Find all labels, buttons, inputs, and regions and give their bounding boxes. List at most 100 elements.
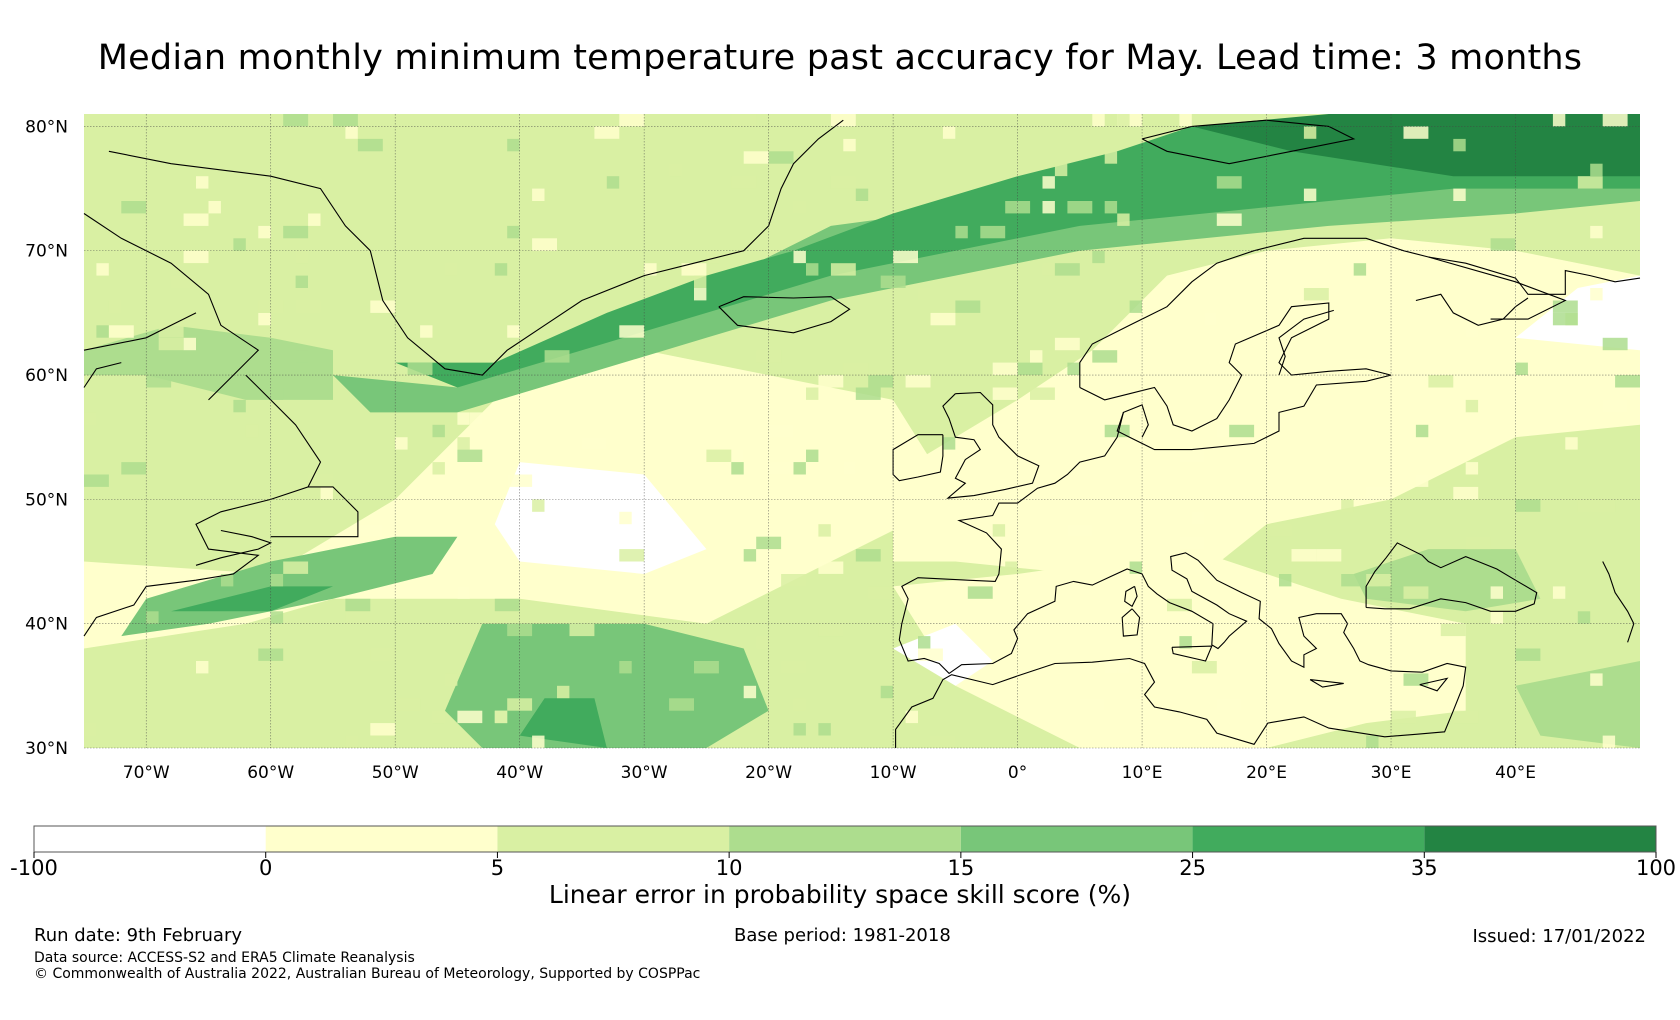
grid-cell <box>1229 424 1255 438</box>
grid-cell <box>793 250 806 264</box>
grid-cell <box>793 723 806 736</box>
grid-cell <box>768 151 794 164</box>
grid-cell <box>793 661 806 674</box>
grid-cell <box>258 225 271 239</box>
coastline <box>1428 256 1641 295</box>
grid-cell <box>1428 375 1454 388</box>
grid-cell <box>694 661 719 674</box>
grid-cell <box>694 275 707 288</box>
grid-cell <box>108 325 134 338</box>
coastline <box>270 486 359 538</box>
grid-cell <box>1017 362 1043 375</box>
run-date: Run date: 9th February <box>34 925 243 946</box>
grid-cell <box>146 611 159 624</box>
grid-cell <box>220 574 234 587</box>
latitude-label: 50°N <box>25 490 68 510</box>
latitude-label: 40°N <box>25 615 68 635</box>
coastline <box>1278 309 1334 376</box>
grid-cell <box>283 114 309 127</box>
grid-cell <box>619 114 645 127</box>
grid-cell <box>1615 375 1640 388</box>
grid-cell <box>1453 138 1466 152</box>
grid-cell <box>158 325 184 338</box>
skill-region <box>171 586 333 612</box>
grid-cell <box>1440 623 1466 637</box>
grid-cell <box>843 138 856 152</box>
grid-cell <box>1465 536 1491 550</box>
grid-cell <box>395 698 421 711</box>
grid-cell <box>121 462 147 475</box>
colorbar-swatch <box>960 826 1193 852</box>
grid-cell <box>793 201 806 214</box>
coastline <box>1079 237 1567 388</box>
grid-cell <box>1515 648 1541 661</box>
grid-cell <box>283 561 309 574</box>
grid-cell <box>731 176 757 189</box>
grid-cell <box>1067 524 1093 537</box>
colorbar-tick-label: 35 <box>1411 856 1438 880</box>
grid-cell <box>196 176 209 189</box>
grid-cell <box>955 225 968 239</box>
grid-cell <box>233 399 246 413</box>
grid-cell <box>84 474 109 487</box>
grid-cell <box>395 437 408 450</box>
grid-cell <box>1602 114 1628 127</box>
grid-cell <box>1042 201 1055 214</box>
grid-cell <box>1179 114 1192 127</box>
grid-cell <box>1453 486 1479 500</box>
longitude-label: 20°W <box>745 763 792 783</box>
grid-cell <box>96 263 109 276</box>
grid-cell <box>245 424 259 438</box>
grid-cell <box>731 449 744 462</box>
grid-cell <box>1515 499 1541 512</box>
grid-cell <box>1415 424 1429 438</box>
coastline <box>942 391 1040 499</box>
grid-cell <box>806 387 819 400</box>
grid-cell <box>855 188 869 201</box>
grid-cell <box>868 586 894 599</box>
grid-cell <box>942 462 956 475</box>
colorbar-swatch <box>729 826 961 852</box>
colorbar-tick-label: -100 <box>10 856 58 880</box>
data-source: Data source: ACCESS-S2 and ERA5 Climate … <box>34 950 415 966</box>
grid-cell <box>320 486 333 500</box>
grid-cell <box>357 524 383 537</box>
grid-cell <box>96 325 109 338</box>
colorbar-tick-label: 25 <box>1179 856 1206 880</box>
longitude-label: 0° <box>1008 763 1027 783</box>
grid-cell <box>843 362 869 375</box>
grid-cell <box>830 263 856 276</box>
grid-cell <box>1179 636 1192 649</box>
grid-cell <box>494 710 508 724</box>
grid-cell <box>1552 586 1566 599</box>
coastline <box>83 213 260 401</box>
grid-cell <box>1515 362 1528 375</box>
colorbar-title: Linear error in probability space skill … <box>548 880 1132 909</box>
grid-cell <box>669 698 694 711</box>
grid-cell <box>1042 263 1055 276</box>
grid-cell <box>1204 312 1217 326</box>
grid-cell <box>1366 574 1391 587</box>
colorbar-tick-label: 5 <box>491 856 504 880</box>
grid-cell <box>992 387 1018 400</box>
grid-cell <box>1117 213 1130 226</box>
skill-region <box>445 623 769 748</box>
base-period: Base period: 1981-2018 <box>734 925 951 946</box>
skill-region <box>395 114 1641 388</box>
grid-cell <box>731 114 757 127</box>
coastline <box>195 529 273 566</box>
grid-cell <box>1129 698 1155 711</box>
grid-cell <box>1216 698 1242 711</box>
grid-cell <box>818 375 844 388</box>
grid-cell <box>544 350 570 363</box>
grid-cell <box>270 611 284 624</box>
grid-cell <box>1577 176 1603 189</box>
grid-cell <box>1366 225 1379 239</box>
grid-cell <box>669 163 682 177</box>
grid-cell <box>743 685 757 699</box>
grid-cell <box>1577 611 1591 624</box>
grid-cell <box>955 300 981 313</box>
grid-cell <box>806 449 819 462</box>
colorbar-tick-label: 15 <box>947 856 974 880</box>
grid-cell <box>258 312 271 326</box>
